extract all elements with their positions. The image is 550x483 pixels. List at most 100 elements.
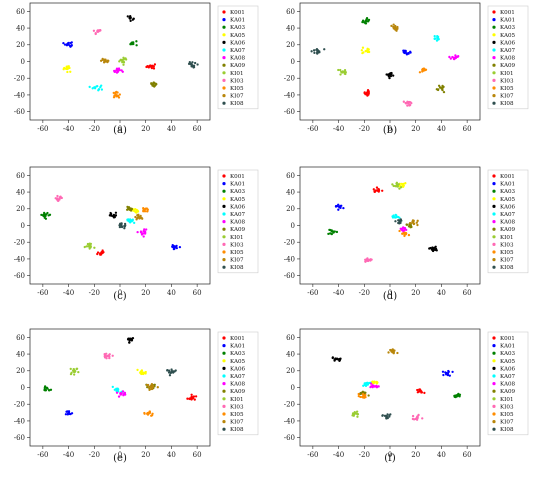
point-ki08 (170, 368, 173, 371)
point-ka01 (67, 41, 70, 45)
point-ka03 (329, 232, 332, 235)
point-ki08 (386, 416, 389, 419)
point-ka06 (128, 17, 132, 20)
legend-marker-ka07 (222, 48, 226, 52)
point-ka03 (48, 213, 52, 216)
point-ki03 (402, 100, 405, 103)
legend-marker-k001 (222, 10, 226, 14)
point-ki08 (315, 48, 318, 52)
point-ki07 (391, 350, 394, 353)
y-tick-label: 60 (286, 334, 295, 342)
legend-marker-ka09 (492, 389, 496, 393)
legend-marker-ka06 (492, 366, 496, 370)
point-ki08 (381, 414, 384, 417)
point-ki01 (88, 247, 91, 250)
point-k001 (194, 395, 198, 398)
legend-marker-ka05 (222, 33, 226, 37)
point-ka07 (100, 88, 104, 91)
legend-marker-ka08 (492, 56, 496, 60)
point-ka01 (172, 244, 175, 248)
point-ki07 (149, 385, 152, 388)
point-ki07 (394, 27, 397, 30)
scatter-points (43, 336, 198, 417)
legend-label-ka09: KA09 (230, 389, 246, 395)
point-ka01 (409, 51, 412, 54)
point-ka08 (123, 391, 126, 395)
y-tick-label: -40 (14, 417, 25, 425)
point-ka01 (342, 207, 345, 210)
legend-marker-ka03 (222, 189, 226, 193)
y-tick-label: 40 (16, 188, 25, 196)
legend-marker-ki03 (492, 78, 496, 82)
y-tick-label: -20 (284, 239, 295, 247)
point-ki05 (361, 395, 365, 399)
legend-marker-k001 (222, 174, 226, 178)
x-tick-label: 40 (167, 289, 176, 297)
legend-label-ka08: KA08 (230, 382, 246, 388)
legend-label-ka05: KA05 (500, 359, 516, 365)
point-ki03 (54, 197, 57, 200)
point-ka08 (405, 228, 408, 232)
point-ki03 (103, 352, 106, 356)
point-ki08 (190, 65, 193, 68)
x-tick-label: 40 (167, 125, 176, 133)
point-ka03 (130, 42, 133, 46)
legend-marker-ki05 (492, 86, 496, 90)
point-ki05 (150, 414, 154, 417)
legend-label-ka06: KA06 (500, 366, 516, 372)
point-ki03 (367, 259, 370, 263)
y-tick-label: 20 (16, 367, 25, 375)
legend-label-ka07: KA07 (500, 48, 516, 54)
legend-label-ki07: KI07 (500, 420, 514, 426)
point-ka03 (453, 394, 456, 398)
point-ka01 (403, 51, 407, 54)
legend-label-k001: K001 (500, 10, 515, 16)
legend-marker-ki07 (492, 94, 496, 98)
y-tick-label: -20 (14, 75, 25, 83)
point-k001 (152, 65, 155, 68)
point-ka07 (131, 218, 134, 221)
legend-marker-ki05 (222, 250, 226, 254)
point-ki01 (89, 242, 93, 246)
point-k001 (416, 391, 419, 394)
point-ka07 (363, 382, 366, 385)
point-ki03 (108, 356, 111, 360)
point-ki03 (408, 104, 411, 107)
point-ki01 (93, 246, 96, 249)
legend-label-ki01: KI01 (500, 71, 514, 77)
legend-marker-ka09 (222, 227, 226, 231)
y-tick-label: -20 (14, 401, 25, 409)
y-tick-label: 0 (291, 384, 295, 392)
point-ka08 (119, 393, 122, 396)
point-ka06 (110, 212, 113, 216)
legend-label-ki07: KI07 (230, 420, 244, 426)
point-ki07 (396, 351, 399, 355)
point-ka03 (458, 395, 461, 398)
point-ki05 (142, 207, 145, 210)
panel-3: -60 -40 -20 0 20 40 60 60 40 20 0 -20 -40 -60 K001 KA01… (14, 166, 259, 302)
point-ki08 (167, 371, 171, 374)
legend-marker-ka08 (492, 382, 496, 386)
legend-marker-ka05 (492, 33, 496, 37)
point-ka06 (434, 245, 437, 248)
y-tick-label: 60 (16, 334, 25, 342)
legend-label-ki03: KI03 (230, 78, 244, 84)
point-ki03 (106, 354, 109, 358)
point-ki07 (409, 222, 412, 225)
point-ka06 (388, 76, 391, 80)
point-ka09 (405, 223, 409, 226)
point-k001 (375, 186, 379, 189)
y-tick-label: 0 (21, 58, 25, 66)
legend-marker-k001 (492, 174, 496, 178)
point-ka05 (136, 209, 139, 212)
legend-label-ki08: KI08 (500, 427, 514, 433)
y-tick-label: 0 (291, 222, 295, 230)
scatter-points (310, 16, 460, 107)
point-ka05 (62, 68, 65, 71)
point-ka03 (455, 394, 458, 397)
point-ka03 (329, 228, 332, 232)
point-ka09 (153, 383, 156, 386)
point-ka01 (338, 205, 341, 208)
point-ka08 (454, 54, 457, 57)
legend-label-ka09: KA09 (500, 389, 516, 395)
